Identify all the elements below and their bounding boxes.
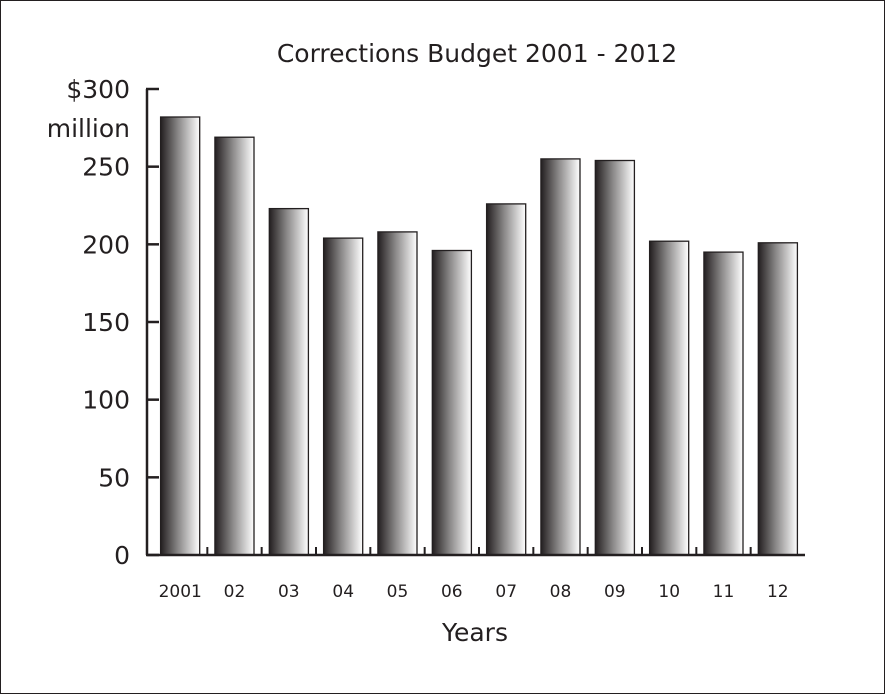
x-tick-label-10: 10 (658, 582, 680, 602)
bar-11 (703, 251, 744, 556)
chart-title: Corrections Budget 2001 - 2012 (277, 39, 677, 68)
x-tick-label-03: 03 (278, 582, 300, 602)
bar-06 (431, 249, 473, 556)
bar-09 (594, 159, 636, 556)
bar-07 (485, 203, 527, 556)
y-tick-label-250: 250 (82, 153, 130, 182)
x-tick-label-12: 12 (767, 582, 789, 602)
y-tick-label-100: 100 (82, 386, 130, 415)
bar-03 (268, 207, 310, 556)
y-tick-label-150: 150 (82, 308, 130, 337)
y-tick-label-200: 200 (82, 230, 130, 259)
y-axis-ticks: 0 50 100 150 200 250 $300 (66, 75, 159, 570)
y-tick-label-50: 50 (98, 463, 130, 492)
x-tick-label-09: 09 (604, 582, 626, 602)
bar-10 (648, 240, 690, 556)
y-tick-label-0: 0 (114, 541, 130, 570)
x-tick-label-08: 08 (550, 582, 572, 602)
x-tick-label-02: 02 (224, 582, 246, 602)
bar-2001 (159, 116, 201, 556)
bar-12 (757, 242, 799, 556)
x-axis-label: Years (441, 618, 508, 647)
bars-layer (159, 116, 799, 556)
x-tick-label-06: 06 (441, 582, 463, 602)
x-tick-label-11: 11 (713, 582, 735, 602)
bar-04 (322, 237, 364, 556)
x-tick-label-05: 05 (387, 582, 409, 602)
y-tick-label-300: $300 (66, 75, 130, 104)
bar-02 (214, 136, 255, 556)
x-tick-label-2001: 2001 (159, 582, 202, 602)
bar-08 (540, 158, 581, 556)
y-unit-label: million (47, 114, 130, 143)
x-axis-ticks: 2001 02 03 04 05 06 07 08 09 10 11 12 (159, 547, 789, 602)
x-tick-label-07: 07 (495, 582, 517, 602)
bar-05 (377, 231, 418, 556)
x-tick-label-04: 04 (332, 582, 354, 602)
